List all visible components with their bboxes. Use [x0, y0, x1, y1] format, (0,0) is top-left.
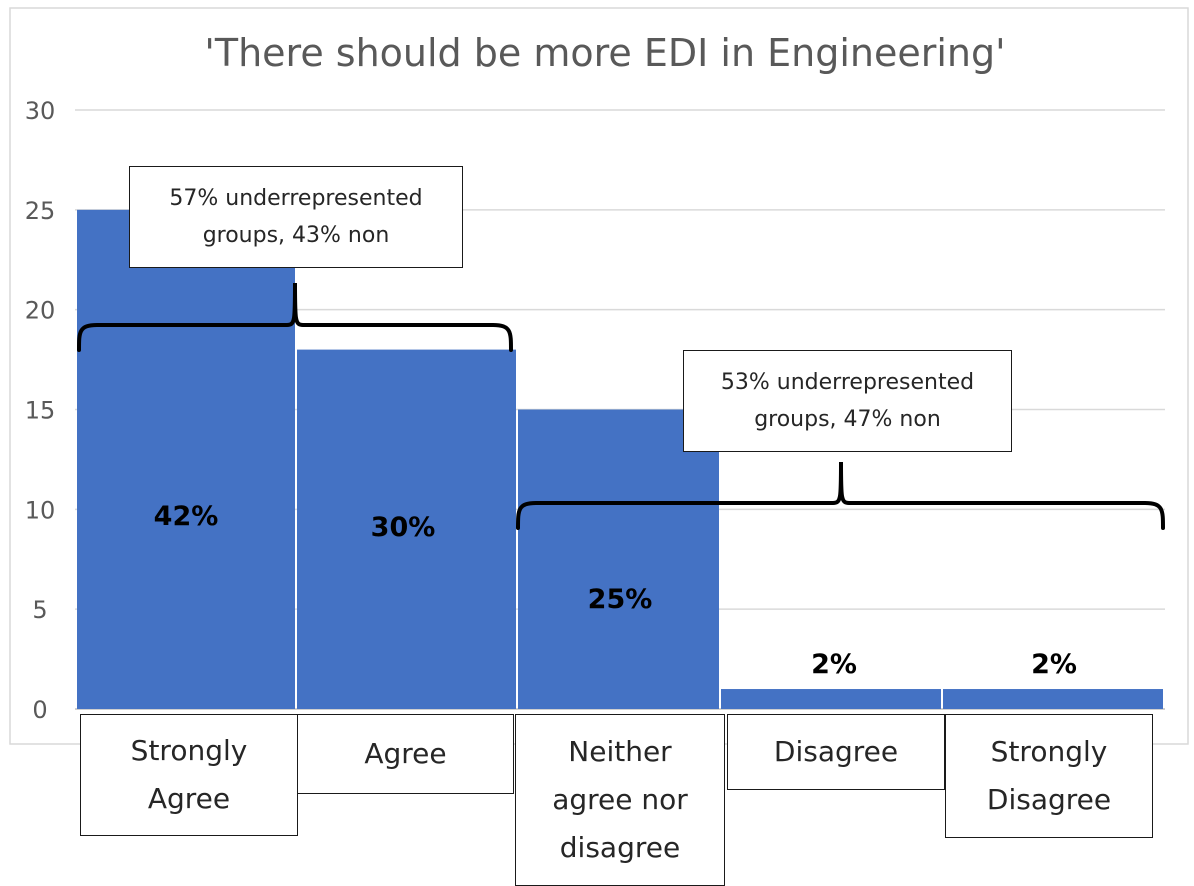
y-tick-label: 30: [25, 97, 56, 125]
x-tick-label: Strongly Disagree: [945, 714, 1153, 838]
bar: [77, 209, 295, 710]
data-label: 2%: [811, 649, 857, 680]
x-tick-label: Disagree: [727, 714, 945, 790]
annotation-braces: [77, 282, 1165, 530]
y-tick-label: 10: [25, 496, 56, 524]
y-tick-label: 15: [25, 397, 56, 425]
y-tick-label: 20: [25, 297, 56, 325]
data-label: 2%: [1031, 649, 1077, 680]
annotation-callout: 57% underrepresented groups, 43% non: [129, 166, 463, 268]
bar: [297, 349, 516, 709]
x-tick-label: Agree: [297, 714, 514, 794]
x-tick-label: Strongly Agree: [80, 714, 298, 836]
bar: [943, 689, 1163, 709]
annotation-brace: [77, 282, 513, 352]
bars: [77, 209, 1163, 710]
bar: [721, 689, 941, 709]
y-tick-label: 0: [32, 696, 47, 724]
y-tick-label: 25: [25, 197, 56, 225]
data-label: 25%: [588, 584, 653, 615]
data-labels: 42% 30% 25% 2% 2%: [154, 501, 1077, 680]
annotation-callout: 53% underrepresented groups, 47% non: [683, 350, 1012, 452]
data-label: 30%: [371, 512, 436, 543]
x-tick-label: Neither agree nor disagree: [515, 714, 725, 886]
chart-title: 'There should be more EDI in Engineering…: [204, 31, 1005, 75]
data-label: 42%: [154, 501, 219, 532]
annotation-brace: [516, 461, 1165, 530]
bar: [518, 409, 719, 709]
y-tick-label: 5: [32, 596, 47, 624]
y-axis: 0 5 10 15 20 25 30: [25, 97, 56, 724]
